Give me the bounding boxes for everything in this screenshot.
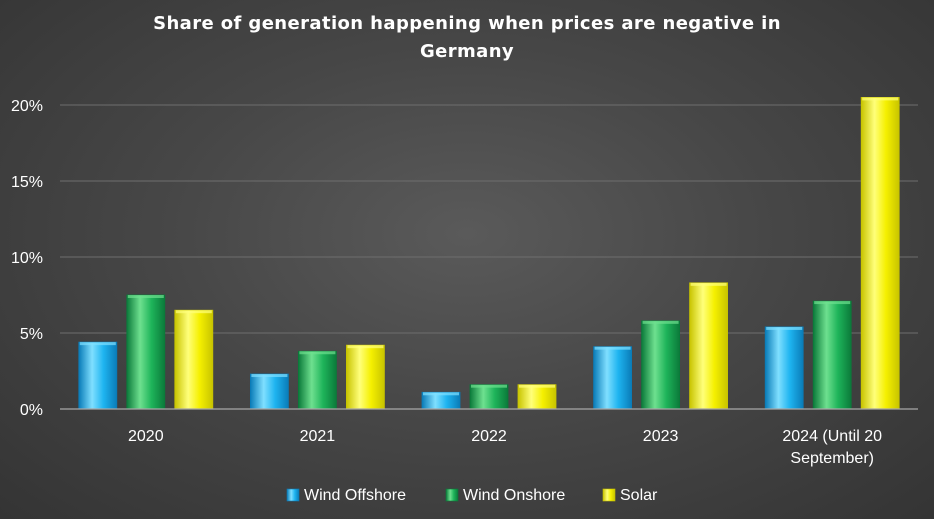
y-tick-label: 15%: [11, 174, 43, 191]
bar-highlight: [127, 295, 164, 298]
bar: [689, 282, 728, 410]
chart-title: Share of generation happening when price…: [153, 13, 781, 62]
bar: [297, 350, 337, 410]
legend-label: Solar: [620, 487, 658, 504]
y-tick-label: 5%: [20, 326, 43, 343]
bar-highlight: [862, 97, 899, 101]
x-tick-label: 2024 (Until 20 September): [782, 428, 882, 467]
legend-swatch: [286, 488, 300, 502]
legend-label: Wind Offshore: [304, 487, 406, 504]
legend-label: Wind Onshore: [463, 487, 565, 504]
y-tick-label: 0%: [20, 402, 43, 419]
bar-highlight: [423, 392, 459, 396]
bar-highlight: [814, 301, 851, 305]
y-tick-label: 10%: [11, 250, 43, 267]
bar-highlight: [642, 320, 679, 324]
bar: [860, 97, 900, 410]
x-tick-label: 2023: [643, 428, 679, 445]
bar-highlight: [519, 384, 555, 388]
bar-highlight: [299, 351, 336, 355]
bar-highlight: [175, 310, 212, 314]
bar-highlight: [79, 342, 116, 346]
legend-swatch: [445, 488, 459, 502]
bar-highlight: [594, 346, 631, 350]
bar: [593, 346, 632, 410]
bar: [812, 300, 852, 410]
bar: [469, 384, 509, 410]
bar-highlight: [690, 282, 727, 286]
bar: [174, 309, 214, 410]
bar: [764, 326, 804, 410]
x-tick-label: 2021: [300, 428, 336, 445]
y-tick-label: 20%: [11, 98, 43, 115]
bar: [517, 384, 557, 410]
bar-highlight: [347, 345, 384, 349]
bar: [126, 294, 166, 410]
legend-swatch: [602, 488, 616, 502]
bar: [78, 341, 118, 410]
bar-highlight: [766, 326, 803, 330]
bar: [641, 320, 680, 410]
bar-highlight: [471, 384, 507, 388]
bar: [249, 373, 289, 410]
bar: [345, 344, 385, 410]
x-tick-label: 2022: [471, 428, 507, 445]
x-tick-label: 2020: [128, 428, 164, 445]
bar-highlight: [251, 374, 288, 378]
